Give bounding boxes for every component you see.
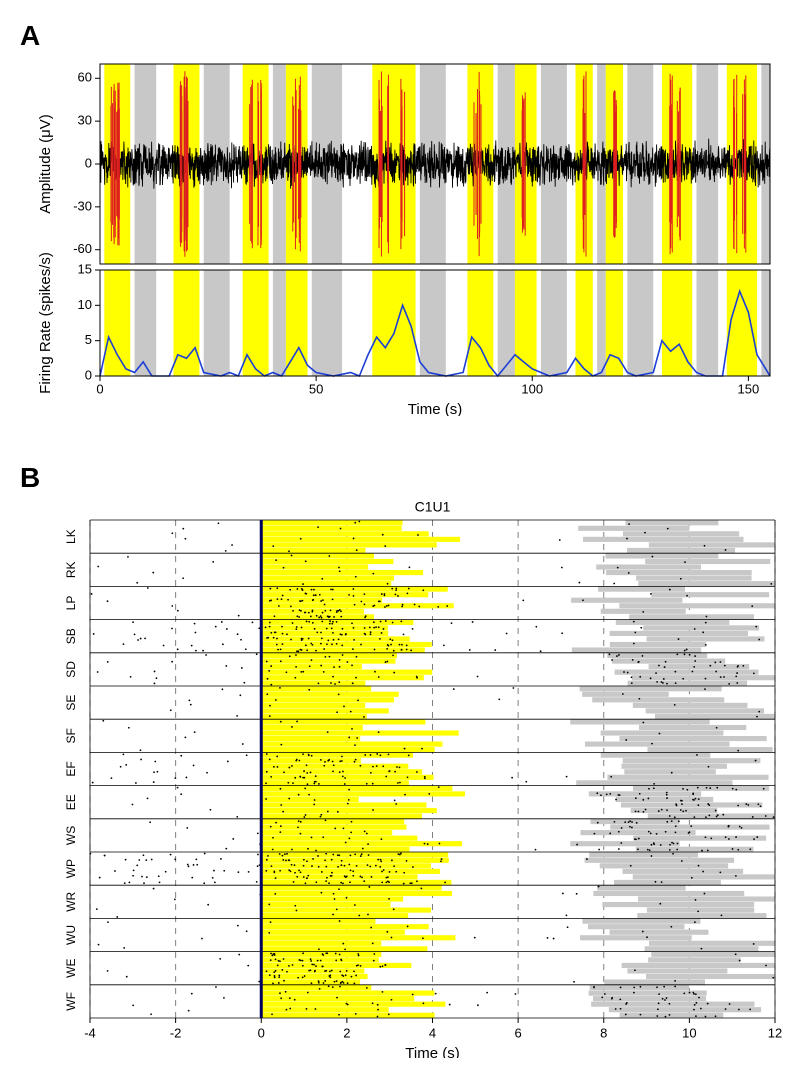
panel-a-svg: -60-3003060051015050100150Amplitude (μV)… — [20, 56, 790, 416]
svg-text:LK: LK — [64, 529, 78, 544]
svg-text:5: 5 — [85, 332, 92, 347]
svg-text:0: 0 — [258, 1025, 265, 1040]
svg-text:WS: WS — [64, 826, 78, 845]
svg-text:15: 15 — [78, 261, 92, 276]
svg-text:6: 6 — [515, 1025, 522, 1040]
svg-text:WP: WP — [64, 859, 78, 878]
svg-text:30: 30 — [78, 113, 92, 128]
svg-text:10: 10 — [78, 297, 92, 312]
svg-text:12: 12 — [768, 1025, 782, 1040]
svg-text:Firing Rate (spikes/s): Firing Rate (spikes/s) — [37, 252, 54, 394]
svg-text:8: 8 — [600, 1025, 607, 1040]
svg-text:-60: -60 — [73, 241, 92, 256]
svg-text:EE: EE — [64, 794, 78, 810]
svg-text:Time (s): Time (s) — [408, 401, 462, 416]
svg-text:SE: SE — [64, 695, 78, 711]
svg-text:WR: WR — [64, 891, 78, 911]
svg-text:100: 100 — [521, 381, 543, 396]
svg-text:C1U1: C1U1 — [415, 499, 451, 515]
svg-text:SF: SF — [64, 728, 78, 743]
svg-text:50: 50 — [309, 381, 323, 396]
svg-text:2: 2 — [343, 1025, 350, 1040]
svg-text:EF: EF — [64, 761, 78, 776]
svg-text:SB: SB — [64, 628, 78, 644]
svg-text:-30: -30 — [73, 198, 92, 213]
svg-text:-2: -2 — [170, 1025, 182, 1040]
svg-text:-4: -4 — [84, 1025, 96, 1040]
svg-text:60: 60 — [78, 70, 92, 85]
panel-a-label: A — [20, 20, 790, 52]
panel-b-svg: C1U1 WF WE WU WR WP WS EE EF SF SE SD SB LP RK LK -4 -2 0 2… — [20, 498, 790, 1058]
svg-text:WF: WF — [64, 992, 78, 1011]
svg-text:Time (s): Time (s) — [405, 1045, 459, 1058]
svg-text:150: 150 — [738, 381, 760, 396]
panel-b-label: B — [20, 462, 790, 494]
svg-text:4: 4 — [429, 1025, 436, 1040]
svg-text:WU: WU — [64, 925, 78, 945]
svg-text:0: 0 — [85, 155, 92, 170]
svg-text:Amplitude (μV): Amplitude (μV) — [37, 114, 54, 214]
svg-text:10: 10 — [682, 1025, 696, 1040]
svg-text:WE: WE — [64, 959, 78, 978]
svg-text:SD: SD — [64, 661, 78, 678]
svg-text:LP: LP — [64, 596, 78, 611]
svg-text:0: 0 — [85, 367, 92, 382]
svg-text:RK: RK — [64, 561, 78, 578]
svg-text:0: 0 — [96, 381, 103, 396]
